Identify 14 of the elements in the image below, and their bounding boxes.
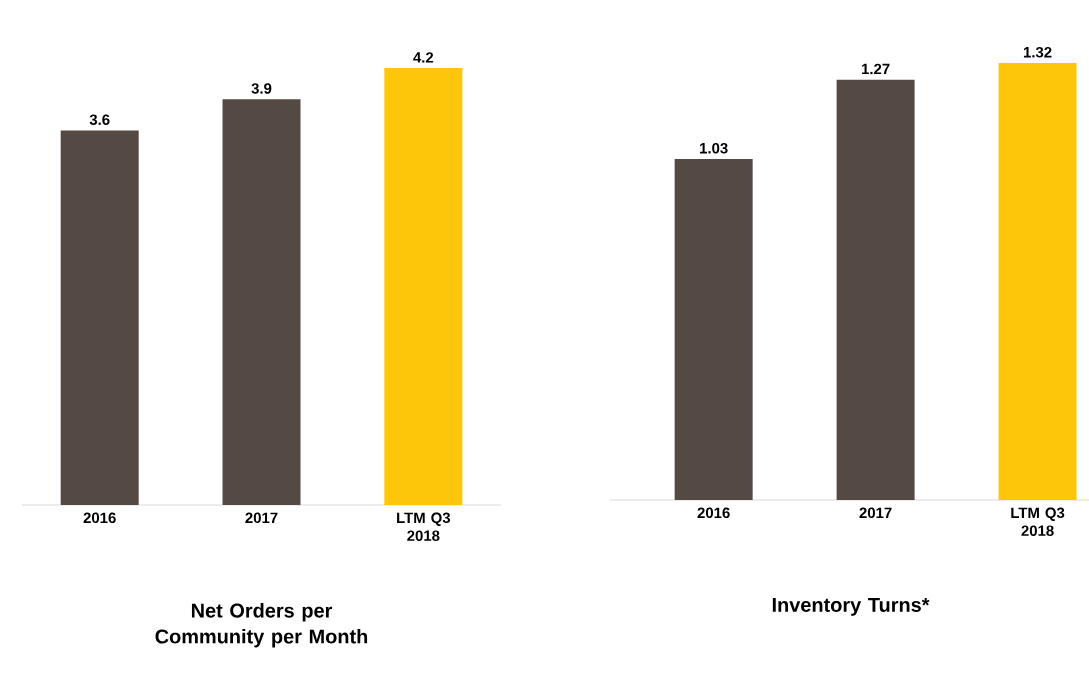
x-tick-label: 2017 xyxy=(245,512,278,524)
data-label: 1.03 xyxy=(700,142,728,154)
x-tick-label: 2016 xyxy=(697,507,730,519)
data-label: 4.2 xyxy=(413,52,434,63)
data-label: 1.32 xyxy=(1023,46,1052,58)
x-tick-label: 2017 xyxy=(859,507,892,519)
data-label: 3.6 xyxy=(89,114,110,125)
x-tick-label: LTM Q3 2018 xyxy=(397,512,451,542)
data-label: 3.9 xyxy=(251,83,272,94)
text: Net Orders per Community per Month xyxy=(155,603,368,648)
data-label: 1.27 xyxy=(862,63,890,75)
x-tick-label: 2016 xyxy=(83,512,116,524)
text: Inventory Turns* xyxy=(772,598,930,616)
x-tick-label: LTM Q3 2018 xyxy=(1011,507,1065,537)
